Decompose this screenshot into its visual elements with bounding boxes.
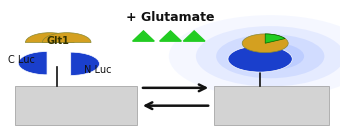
FancyBboxPatch shape [214,87,329,125]
Wedge shape [71,52,100,75]
Wedge shape [265,34,285,43]
FancyBboxPatch shape [15,87,137,125]
Circle shape [236,43,304,70]
Wedge shape [25,33,74,43]
Polygon shape [183,31,205,41]
Circle shape [242,34,288,53]
Text: + Glutamate: + Glutamate [126,11,215,24]
Polygon shape [133,31,154,41]
Circle shape [216,34,324,78]
Polygon shape [160,31,181,41]
Circle shape [196,26,341,87]
Text: N Luc: N Luc [84,65,112,75]
Text: C Luc: C Luc [8,55,35,65]
Text: Glt1: Glt1 [47,36,70,46]
Wedge shape [42,33,91,43]
Wedge shape [18,52,47,75]
Circle shape [228,46,292,72]
Circle shape [169,15,341,97]
